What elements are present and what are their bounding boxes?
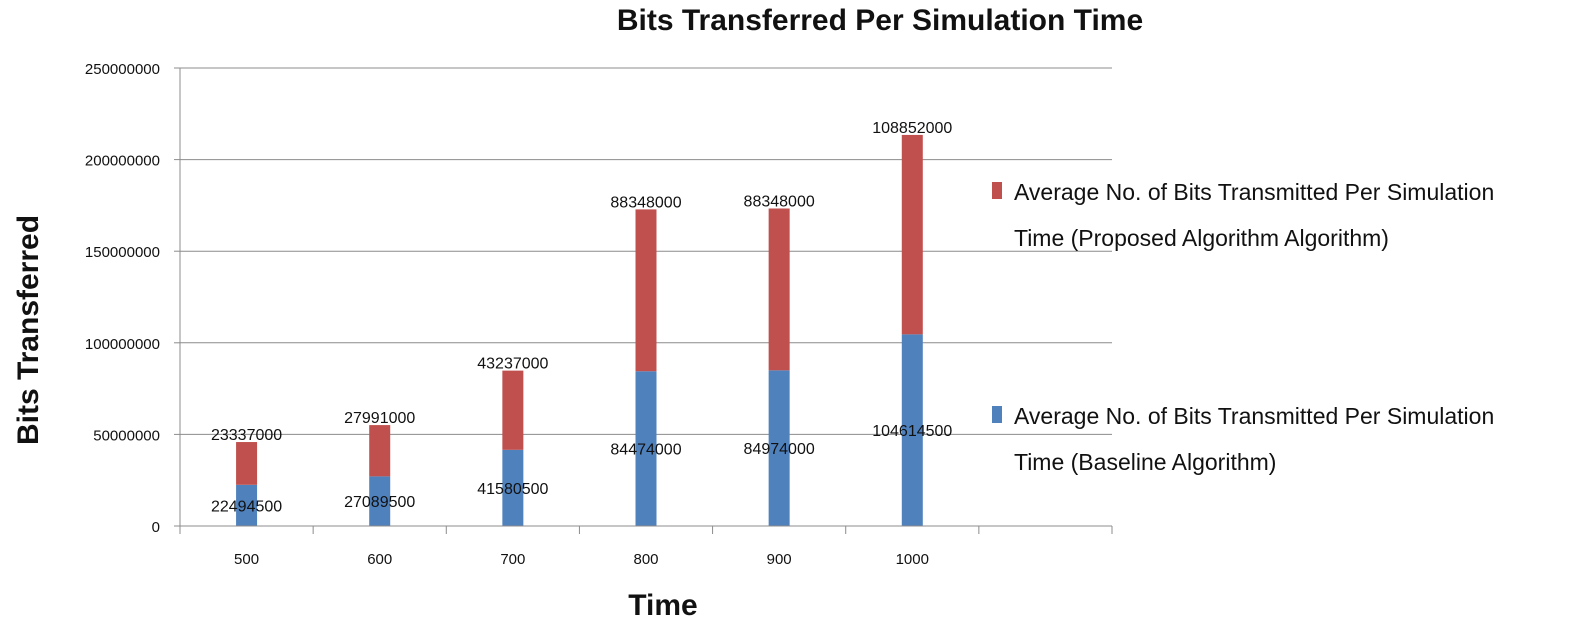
bar-proposed: [901, 134, 923, 335]
bar-proposed: [369, 425, 391, 477]
legend-swatch: [992, 406, 1002, 423]
x-axis: [179, 68, 1113, 534]
data-label-proposed: 43237000: [477, 356, 548, 373]
y-tick-label: 50000000: [93, 427, 160, 444]
bar-baseline: [768, 370, 790, 526]
legend-label: Time (Proposed Algorithm Algorithm): [1014, 225, 1389, 251]
x-tick-label: 800: [633, 551, 658, 568]
bar-baseline: [369, 476, 391, 526]
bar-proposed: [635, 209, 657, 372]
legend-label: Time (Baseline Algorithm): [1014, 449, 1276, 475]
x-tick-label: 700: [500, 551, 525, 568]
legend-label: Average No. of Bits Transmitted Per Simu…: [1014, 179, 1494, 205]
data-label-proposed: 88348000: [744, 193, 815, 210]
x-tick-label: 600: [367, 551, 392, 568]
y-axis-ticks: 0 50000000 100000000 150000000 200000000 2500…: [85, 61, 160, 536]
y-tick-label: 200000000: [85, 153, 160, 170]
bar-baseline: [502, 449, 524, 526]
legend: Average No. of Bits Transmitted Per Simu…: [992, 179, 1494, 475]
bar-proposed: [236, 442, 258, 485]
legend-swatch: [992, 182, 1002, 199]
y-tick-label: 100000000: [85, 336, 160, 353]
y-tick-label: 0: [152, 519, 160, 536]
x-axis-ticks: 500 600 700 800 900 1000: [234, 551, 929, 568]
data-label-baseline: 27089500: [344, 494, 415, 511]
chart-title: Bits Transferred Per Simulation Time: [617, 4, 1143, 37]
bar-baseline: [236, 484, 258, 526]
data-labels: 22494500 23337000 27089500 27991000 41580500…: [211, 120, 952, 515]
data-label-baseline: 84974000: [744, 441, 815, 458]
data-label-proposed: 27991000: [344, 410, 415, 427]
data-label-baseline: 104614500: [872, 423, 952, 440]
bar-proposed: [502, 370, 524, 450]
y-axis-title: Bits Transferred: [12, 215, 45, 445]
data-label-proposed: 88348000: [610, 194, 681, 211]
data-label-proposed: 108852000: [872, 120, 952, 137]
data-label-baseline: 84474000: [610, 442, 681, 459]
data-label-proposed: 23337000: [211, 427, 282, 444]
data-label-baseline: 41580500: [477, 481, 548, 498]
data-label-baseline: 22494500: [211, 498, 282, 515]
x-tick-label: 1000: [896, 551, 929, 568]
bar-proposed: [768, 208, 790, 371]
x-tick-label: 900: [767, 551, 792, 568]
x-tick-label: 500: [234, 551, 259, 568]
legend-label: Average No. of Bits Transmitted Per Simu…: [1014, 403, 1494, 429]
x-axis-title: Time: [628, 589, 697, 622]
bar-baseline: [901, 334, 923, 526]
y-tick-label: 150000000: [85, 244, 160, 261]
bars: [236, 134, 923, 526]
bar-baseline: [635, 371, 657, 526]
y-tick-label: 250000000: [85, 61, 160, 78]
